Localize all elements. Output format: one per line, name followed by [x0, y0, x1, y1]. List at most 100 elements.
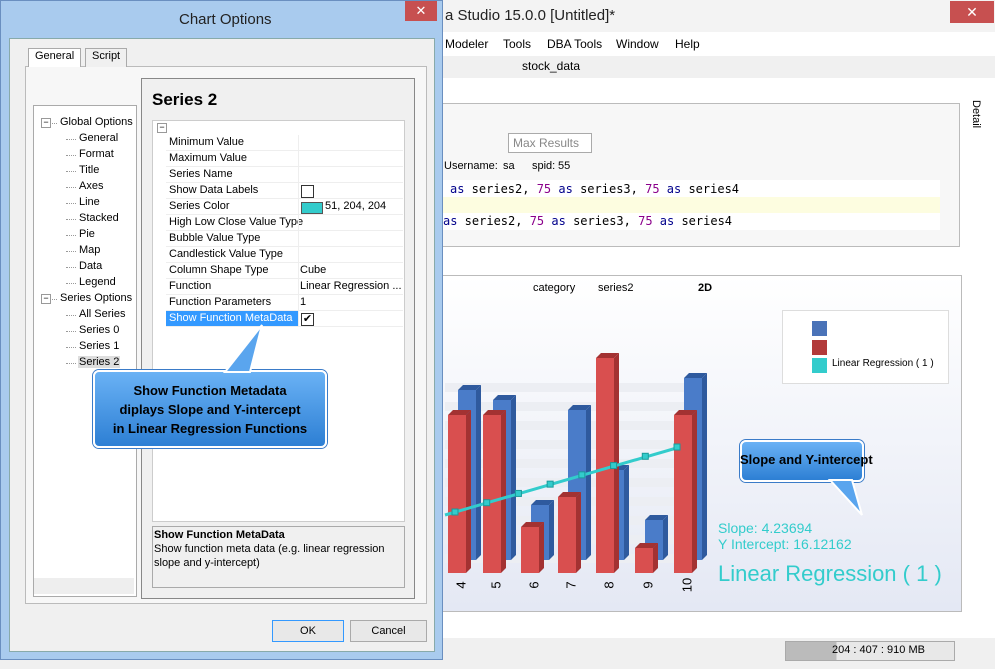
property-value[interactable]: Cube: [300, 264, 327, 276]
bar-top: [531, 500, 554, 505]
property-name[interactable]: Show Function MetaData: [166, 311, 299, 327]
tree-item[interactable]: Line: [79, 196, 100, 208]
description: Show function meta data (e.g. linear reg…: [154, 543, 385, 555]
tree-item[interactable]: Series 0: [79, 324, 120, 336]
menu-item[interactable]: Tools: [503, 37, 532, 51]
property-row: [298, 231, 403, 247]
checkbox[interactable]: [301, 185, 314, 198]
code-token: as: [443, 214, 458, 228]
tree-connector: [66, 187, 76, 188]
button[interactable]: OK: [272, 620, 344, 642]
property-value[interactable]: 1: [300, 296, 307, 308]
memory-gauge: [785, 641, 955, 661]
bar-side: [586, 405, 591, 560]
legend-swatch: [812, 321, 827, 336]
property-name[interactable]: Maximum Value: [166, 151, 299, 167]
property-row: [298, 311, 403, 327]
property-value[interactable]: 51, 204, 204: [325, 200, 387, 212]
menu-item[interactable]: Window: [616, 37, 659, 51]
tree-item[interactable]: Stacked: [79, 212, 119, 224]
property-name[interactable]: Show Data Labels: [166, 183, 299, 199]
tree-expander[interactable]: −: [41, 294, 51, 304]
tree-scrollbar[interactable]: [34, 578, 134, 594]
side-tab[interactable]: Detail: [970, 100, 982, 129]
chart-toolbar-item[interactable]: series2: [598, 282, 634, 294]
property-name[interactable]: Function Parameters: [166, 295, 299, 311]
property-name[interactable]: High Low Close Value Type: [166, 215, 303, 231]
tree-connector: [66, 283, 76, 284]
property-name[interactable]: Series Name: [166, 167, 299, 183]
legend-swatch: [812, 340, 827, 355]
panel-title: Series 2: [152, 90, 218, 109]
bar-top: [674, 410, 697, 415]
tree-item[interactable]: Axes: [79, 180, 104, 192]
x-tick-label: 8: [601, 581, 616, 588]
tree-expander[interactable]: −: [41, 118, 51, 128]
tree-item[interactable]: Series 2: [78, 356, 121, 368]
bar: [674, 415, 692, 573]
property-value[interactable]: Linear Regression ...: [300, 280, 402, 292]
tree-connector: [66, 219, 76, 220]
tree-item[interactable]: Data: [79, 260, 103, 272]
property-name[interactable]: Series Color: [166, 199, 299, 215]
tree-item[interactable]: Legend: [79, 276, 116, 288]
chart-toolbar-item[interactable]: 2D: [698, 282, 713, 294]
button[interactable]: Cancel: [350, 620, 427, 642]
chart-backdrop-stripe: [445, 459, 690, 468]
bar-top: [521, 522, 544, 527]
bar-top: [645, 515, 668, 520]
property-row: [298, 295, 403, 311]
session-info: Username:: [444, 160, 498, 172]
close-button[interactable]: ✕: [405, 1, 437, 21]
property-name[interactable]: Column Shape Type: [166, 263, 299, 279]
close-button[interactable]: ✕: [950, 1, 994, 23]
regression-point: [483, 499, 491, 507]
regression-point: [610, 462, 618, 470]
property-name[interactable]: Candlestick Value Type: [166, 247, 299, 263]
tree-connector: [66, 251, 76, 252]
tree-connector: [66, 235, 76, 236]
bar-side: [549, 500, 554, 560]
tree-connector: [66, 139, 76, 140]
property-group[interactable]: −: [157, 123, 167, 133]
max-results-input[interactable]: Max Results: [508, 133, 592, 153]
tree-item[interactable]: Global Options: [60, 116, 133, 128]
property-name[interactable]: Bubble Value Type: [166, 231, 299, 247]
chart-backdrop-stripe: [445, 421, 690, 430]
tree-item[interactable]: Map: [79, 244, 101, 256]
tree-item[interactable]: Series Options: [60, 292, 133, 304]
tree-connector: [66, 347, 76, 348]
menu-item[interactable]: Modeler: [445, 37, 489, 51]
regression-point: [578, 471, 586, 479]
chart-toolbar-item[interactable]: category: [533, 282, 576, 294]
property-row: [298, 279, 403, 295]
session-info: sa: [503, 160, 515, 172]
regression-point: [451, 508, 459, 516]
bar-side: [501, 410, 506, 573]
tree-item[interactable]: All Series: [79, 308, 126, 320]
menu-item[interactable]: Help: [675, 37, 700, 51]
checkbox[interactable]: ✔: [301, 313, 314, 326]
dialog-title: Chart Options: [179, 11, 272, 28]
tree-item[interactable]: Pie: [79, 228, 95, 240]
tree-item[interactable]: Title: [79, 164, 100, 176]
bar-side: [702, 373, 707, 560]
property-name[interactable]: Minimum Value: [166, 135, 299, 151]
property-name[interactable]: Function: [166, 279, 299, 295]
bar-top: [458, 385, 481, 390]
tree-item[interactable]: Series 1: [79, 340, 120, 352]
menu-item[interactable]: DBA Tools: [547, 37, 603, 51]
tree-connector: [66, 267, 76, 268]
tab[interactable]: Script: [85, 48, 128, 67]
tab[interactable]: General: [28, 48, 82, 67]
tree-item[interactable]: General: [79, 132, 119, 144]
x-tick-label: 7: [563, 581, 578, 588]
property-row: [298, 135, 403, 151]
tree-connector: [46, 123, 57, 124]
bar-top: [596, 353, 619, 358]
tree-connector: [46, 299, 57, 300]
chart-backdrop-stripe: [445, 383, 690, 392]
bar-side: [466, 410, 471, 573]
code-token: series3,: [565, 214, 639, 228]
tree-item[interactable]: Format: [79, 148, 114, 160]
